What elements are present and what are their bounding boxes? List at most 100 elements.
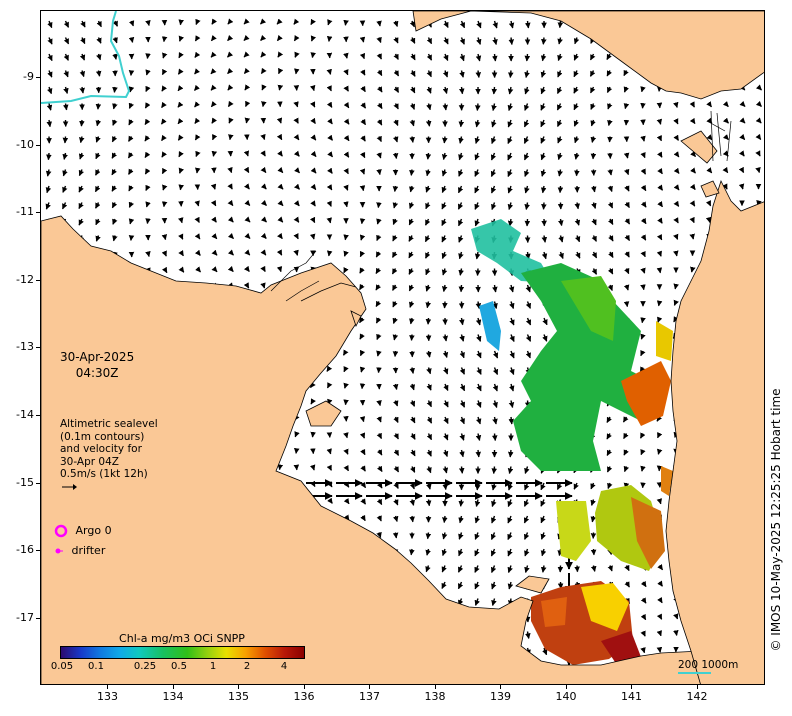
- lat-tick-label: -14: [16, 408, 34, 421]
- velocity-arrow: [78, 185, 84, 193]
- velocity-arrow: [409, 515, 415, 523]
- info-line: 30-Apr 04Z: [60, 455, 119, 468]
- velocity-arrow: [343, 184, 349, 191]
- velocity-arrow: [309, 381, 316, 389]
- velocity-arrow: [376, 152, 382, 159]
- velocity-arrow: [276, 117, 283, 124]
- velocity-arrow: [359, 250, 366, 258]
- lon-tick-mark: [303, 685, 305, 689]
- velocity-arrow: [360, 135, 366, 142]
- velocity-arrow: [524, 53, 531, 62]
- velocity-arrow: [343, 448, 349, 455]
- velocity-arrow: [441, 268, 448, 276]
- velocity-arrow: [260, 51, 267, 58]
- velocity-arrow: [177, 101, 184, 108]
- velocity-arrow: [540, 53, 547, 62]
- velocity-arrow: [475, 317, 482, 326]
- lon-tick-label: 137: [359, 690, 380, 703]
- velocity-arrow: [739, 133, 746, 140]
- velocity-arrow: [144, 102, 151, 109]
- velocity-arrow: [309, 216, 316, 224]
- velocity-arrow: [474, 581, 480, 590]
- velocity-arrow: [540, 532, 546, 540]
- velocity-arrow: [607, 202, 614, 209]
- velocity-arrow: [343, 68, 349, 76]
- velocity-arrow: [441, 251, 447, 260]
- lat-tick-mark: [36, 212, 40, 214]
- velocity-arrow: [128, 36, 135, 43]
- velocity-arrow: [476, 416, 482, 425]
- velocity-arrow: [507, 466, 514, 475]
- lat-tick-mark: [36, 550, 40, 552]
- velocity-arrow: [47, 20, 53, 29]
- velocity-arrow: [540, 499, 546, 507]
- velocity-arrow: [161, 234, 168, 241]
- velocity-arrow: [624, 581, 630, 588]
- velocity-arrow: [640, 597, 647, 604]
- velocity-arrow: [426, 103, 432, 111]
- velocity-arrow: [392, 235, 398, 242]
- velocity-arrow: [426, 53, 433, 61]
- velocity-arrow: [293, 200, 300, 207]
- velocity-arrow: [657, 316, 663, 323]
- velocity-arrow: [145, 250, 151, 258]
- velocity-arrow: [360, 118, 367, 126]
- velocity-arrow: [111, 202, 118, 209]
- velocity-arrow: [360, 102, 367, 109]
- velocity-arrow: [540, 152, 546, 161]
- velocity-arrow: [277, 216, 284, 223]
- velocity-arrow: [391, 268, 398, 275]
- velocity-arrow: [657, 201, 664, 208]
- velocity-arrow: [375, 284, 381, 291]
- velocity-arrow: [673, 250, 679, 257]
- velocity-arrow: [112, 37, 118, 44]
- velocity-arrow: [343, 250, 349, 257]
- velocity-arrow: [211, 249, 218, 256]
- velocity-arrow: [244, 100, 251, 108]
- velocity-arrow: [606, 433, 612, 440]
- velocity-arrow: [590, 482, 596, 490]
- velocity-arrow: [475, 53, 482, 62]
- velocity-arrow: [443, 383, 449, 391]
- velocity-arrow: [210, 68, 217, 75]
- velocity-arrow: [244, 183, 250, 190]
- velocity-arrow: [426, 70, 432, 78]
- velocity-arrow: [474, 499, 481, 507]
- velocity-arrow: [508, 37, 515, 46]
- velocity-arrow: [343, 85, 349, 92]
- velocity-arrow: [492, 20, 498, 29]
- velocity-arrow: [393, 20, 399, 27]
- velocity-arrow: [343, 52, 349, 59]
- velocity-arrow: [194, 216, 200, 223]
- velocity-arrow: [94, 169, 101, 176]
- velocity-arrow: [360, 481, 367, 489]
- map-frame[interactable]: [40, 10, 765, 685]
- velocity-arrow: [673, 217, 679, 224]
- velocity-arrow: [524, 466, 530, 474]
- velocity-arrow: [557, 119, 563, 128]
- velocity-arrow: [474, 482, 481, 491]
- velocity-arrow: [706, 167, 713, 174]
- lon-tick-mark: [565, 685, 567, 689]
- velocity-arrow: [393, 103, 399, 110]
- velocity-arrow: [112, 119, 118, 126]
- velocity-arrow: [673, 283, 679, 290]
- lat-tick-mark: [36, 482, 40, 484]
- velocity-arrow: [575, 251, 581, 259]
- velocity-arrow: [177, 134, 184, 141]
- velocity-arrow: [425, 202, 431, 210]
- velocity-arrow: [640, 201, 647, 208]
- velocity-arrow: [458, 548, 464, 557]
- velocity-arrow: [624, 564, 630, 572]
- velocity-arrow: [177, 217, 184, 224]
- colorbar: [60, 646, 305, 659]
- velocity-arrow: [722, 134, 729, 141]
- velocity-arrow: [475, 449, 482, 458]
- velocity-arrow: [343, 118, 350, 125]
- velocity-arrow: [393, 119, 399, 126]
- velocity-arrow: [689, 101, 695, 108]
- velocity-arrow: [343, 234, 349, 241]
- velocity-arrow: [327, 134, 334, 141]
- velocity-arrow: [178, 35, 184, 42]
- velocity-arrow: [624, 251, 630, 258]
